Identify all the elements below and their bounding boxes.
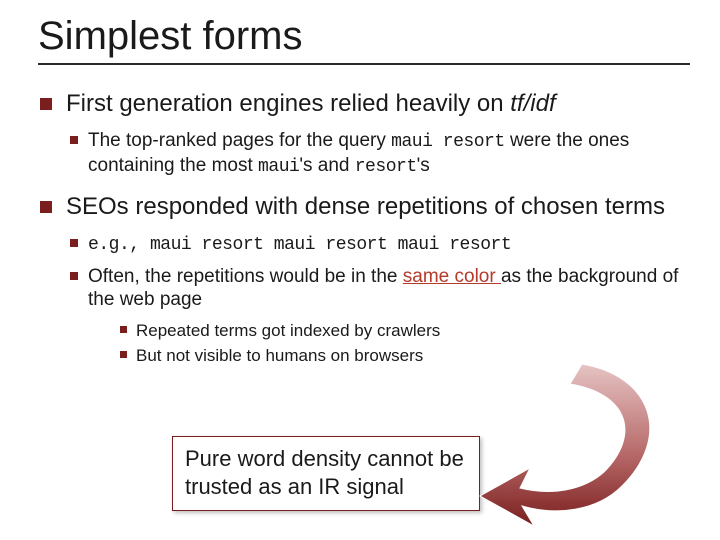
b1s1-g: 's — [417, 155, 430, 176]
b1s1-a: The top-ranked pages for the query — [88, 130, 391, 151]
bullet-2-sub: e.g., maui resort maui resort maui resor… — [66, 232, 690, 367]
bullet-1: First generation engines relied heavily … — [38, 89, 690, 178]
b1s1-resort: resort — [355, 157, 417, 177]
b1s1-maui: maui — [258, 157, 299, 177]
callout-box: Pure word density cannot be trusted as a… — [172, 436, 480, 511]
title-underline: Simplest forms — [38, 14, 690, 65]
b2s2-t1: Repeated terms got indexed by crawlers — [118, 320, 690, 341]
bullet-2-sub-1: e.g., maui resort maui resort maui resor… — [66, 232, 690, 257]
bullet-1-text-a: First generation engines relied heavily … — [66, 90, 510, 117]
bullet-2-sub-2-sub: Repeated terms got indexed by crawlers B… — [118, 320, 690, 367]
bullet-1-sub: The top-ranked pages for the query maui … — [66, 129, 690, 178]
b2s2-same-color-link[interactable]: same color — [403, 266, 501, 287]
slide: Simplest forms First generation engines … — [0, 0, 720, 540]
b2s1-eg: e.g., — [88, 235, 150, 255]
slide-title: Simplest forms — [38, 14, 690, 59]
b1s1-maui-resort: maui resort — [391, 132, 505, 152]
bullet-1-sub-1: The top-ranked pages for the query maui … — [66, 129, 690, 178]
b2s2-t2: But not visible to humans on browsers — [118, 345, 690, 366]
b2s1-repeat: maui resort maui resort maui resort — [150, 235, 511, 255]
bullet-2-sub-2: Often, the repetitions would be in the s… — [66, 265, 690, 367]
b2s2-a: Often, the repetitions would be in the — [88, 266, 403, 287]
bullet-1-tfidf: tf/idf — [510, 90, 555, 117]
bullet-2-text: SEOs responded with dense repetitions of… — [66, 193, 665, 220]
bullet-list: First generation engines relied heavily … — [38, 89, 690, 367]
curved-arrow-icon — [462, 356, 682, 536]
b1s1-e: 's and — [299, 155, 354, 176]
bullet-2: SEOs responded with dense repetitions of… — [38, 192, 690, 367]
